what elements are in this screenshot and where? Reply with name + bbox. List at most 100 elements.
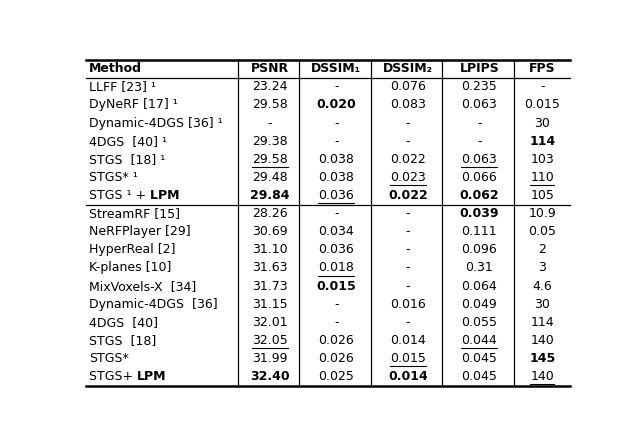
Text: 28.26: 28.26 — [252, 207, 288, 220]
Text: 0.022: 0.022 — [390, 153, 426, 166]
Text: 140: 140 — [531, 370, 554, 383]
Text: 0.018: 0.018 — [318, 262, 354, 274]
Text: 29.84: 29.84 — [250, 189, 290, 202]
Text: 29.58: 29.58 — [252, 153, 288, 166]
Text: NeRFPlayer [29]: NeRFPlayer [29] — [89, 225, 191, 238]
Text: -: - — [477, 116, 482, 130]
Text: LLFF [23] ¹: LLFF [23] ¹ — [89, 80, 156, 93]
Text: 0.038: 0.038 — [318, 153, 354, 166]
Text: 0.025: 0.025 — [318, 370, 354, 383]
Text: 0.062: 0.062 — [460, 189, 499, 202]
Text: STGS*: STGS* — [89, 352, 129, 365]
Text: 0.036: 0.036 — [319, 243, 354, 256]
Text: 110: 110 — [531, 171, 554, 184]
Text: 30: 30 — [534, 116, 550, 130]
Text: -: - — [406, 225, 410, 238]
Text: 0.038: 0.038 — [318, 171, 354, 184]
Text: 0.023: 0.023 — [390, 171, 426, 184]
Text: 31.73: 31.73 — [252, 280, 288, 292]
Text: K-planes [10]: K-planes [10] — [89, 262, 172, 274]
Text: 0.076: 0.076 — [390, 80, 426, 93]
Text: 0.31: 0.31 — [465, 262, 493, 274]
Text: 0.015: 0.015 — [390, 352, 426, 365]
Text: -: - — [334, 80, 339, 93]
Text: 0.014: 0.014 — [388, 370, 428, 383]
Text: 3: 3 — [538, 262, 547, 274]
Text: 0.063: 0.063 — [461, 98, 497, 112]
Text: 145: 145 — [529, 352, 556, 365]
Text: STGS ¹ +: STGS ¹ + — [89, 189, 150, 202]
Text: 31.10: 31.10 — [252, 243, 288, 256]
Text: STGS+: STGS+ — [89, 370, 137, 383]
Text: 29.58: 29.58 — [252, 98, 288, 112]
Text: -: - — [406, 135, 410, 148]
Text: DSSIM₂: DSSIM₂ — [383, 62, 433, 75]
Text: DyNeRF [17] ¹: DyNeRF [17] ¹ — [89, 98, 178, 112]
Text: 0.055: 0.055 — [461, 316, 497, 329]
Text: 0.235: 0.235 — [461, 80, 497, 93]
Text: -: - — [268, 116, 272, 130]
Text: -: - — [334, 116, 339, 130]
Text: -: - — [406, 262, 410, 274]
Text: 32.05: 32.05 — [252, 334, 288, 347]
Text: 0.049: 0.049 — [461, 298, 497, 311]
Text: 29.48: 29.48 — [252, 171, 288, 184]
Text: -: - — [540, 80, 545, 93]
Text: 0.111: 0.111 — [461, 225, 497, 238]
Text: 4.6: 4.6 — [532, 280, 552, 292]
Text: 32.01: 32.01 — [252, 316, 288, 329]
Text: LPIPS: LPIPS — [460, 62, 499, 75]
Text: 0.026: 0.026 — [319, 334, 354, 347]
Text: 114: 114 — [529, 135, 556, 148]
Text: 0.044: 0.044 — [461, 334, 497, 347]
Text: 0.064: 0.064 — [461, 280, 497, 292]
Text: STGS* ¹: STGS* ¹ — [89, 171, 138, 184]
Text: ⁠LPM: ⁠LPM — [150, 189, 180, 202]
Text: 0.05: 0.05 — [529, 225, 556, 238]
Text: PSNR: PSNR — [251, 62, 289, 75]
Text: -: - — [334, 207, 339, 220]
Text: -: - — [334, 316, 339, 329]
Text: 0.016: 0.016 — [390, 298, 426, 311]
Text: 0.066: 0.066 — [461, 171, 497, 184]
Text: Dynamic-4DGS [36] ¹: Dynamic-4DGS [36] ¹ — [89, 116, 223, 130]
Text: 29.38: 29.38 — [252, 135, 288, 148]
Text: -: - — [406, 116, 410, 130]
Text: 0.026: 0.026 — [319, 352, 354, 365]
Text: -: - — [406, 280, 410, 292]
Text: DSSIM₁: DSSIM₁ — [311, 62, 362, 75]
Text: Method: Method — [89, 62, 142, 75]
Text: 0.039: 0.039 — [460, 207, 499, 220]
Text: 0.096: 0.096 — [461, 243, 497, 256]
Text: 0.083: 0.083 — [390, 98, 426, 112]
Text: 0.020: 0.020 — [316, 98, 356, 112]
Text: 31.99: 31.99 — [252, 352, 288, 365]
Text: 0.034: 0.034 — [319, 225, 354, 238]
Text: 140: 140 — [531, 334, 554, 347]
Text: 32.40: 32.40 — [250, 370, 290, 383]
Text: -: - — [334, 135, 339, 148]
Text: 0.015: 0.015 — [524, 98, 560, 112]
Text: Dynamic-4DGS  [36]: Dynamic-4DGS [36] — [89, 298, 218, 311]
Text: 103: 103 — [531, 153, 554, 166]
Text: 0.014: 0.014 — [390, 334, 426, 347]
Text: 23.24: 23.24 — [252, 80, 288, 93]
Text: HyperReal [2]: HyperReal [2] — [89, 243, 175, 256]
Text: 4DGS  [40] ¹: 4DGS [40] ¹ — [89, 135, 167, 148]
Text: 0.022: 0.022 — [388, 189, 428, 202]
Text: -: - — [406, 243, 410, 256]
Text: STGS  [18]: STGS [18] — [89, 334, 156, 347]
Text: -: - — [406, 207, 410, 220]
Text: 31.63: 31.63 — [252, 262, 288, 274]
Text: 114: 114 — [531, 316, 554, 329]
Text: 0.045: 0.045 — [461, 352, 497, 365]
Text: 30: 30 — [534, 298, 550, 311]
Text: -: - — [334, 298, 339, 311]
Text: -: - — [406, 316, 410, 329]
Text: 0.045: 0.045 — [461, 370, 497, 383]
Text: 2: 2 — [538, 243, 547, 256]
Text: FPS: FPS — [529, 62, 556, 75]
Text: LPM: LPM — [137, 370, 166, 383]
Text: MixVoxels-X  [34]: MixVoxels-X [34] — [89, 280, 196, 292]
Text: 0.063: 0.063 — [461, 153, 497, 166]
